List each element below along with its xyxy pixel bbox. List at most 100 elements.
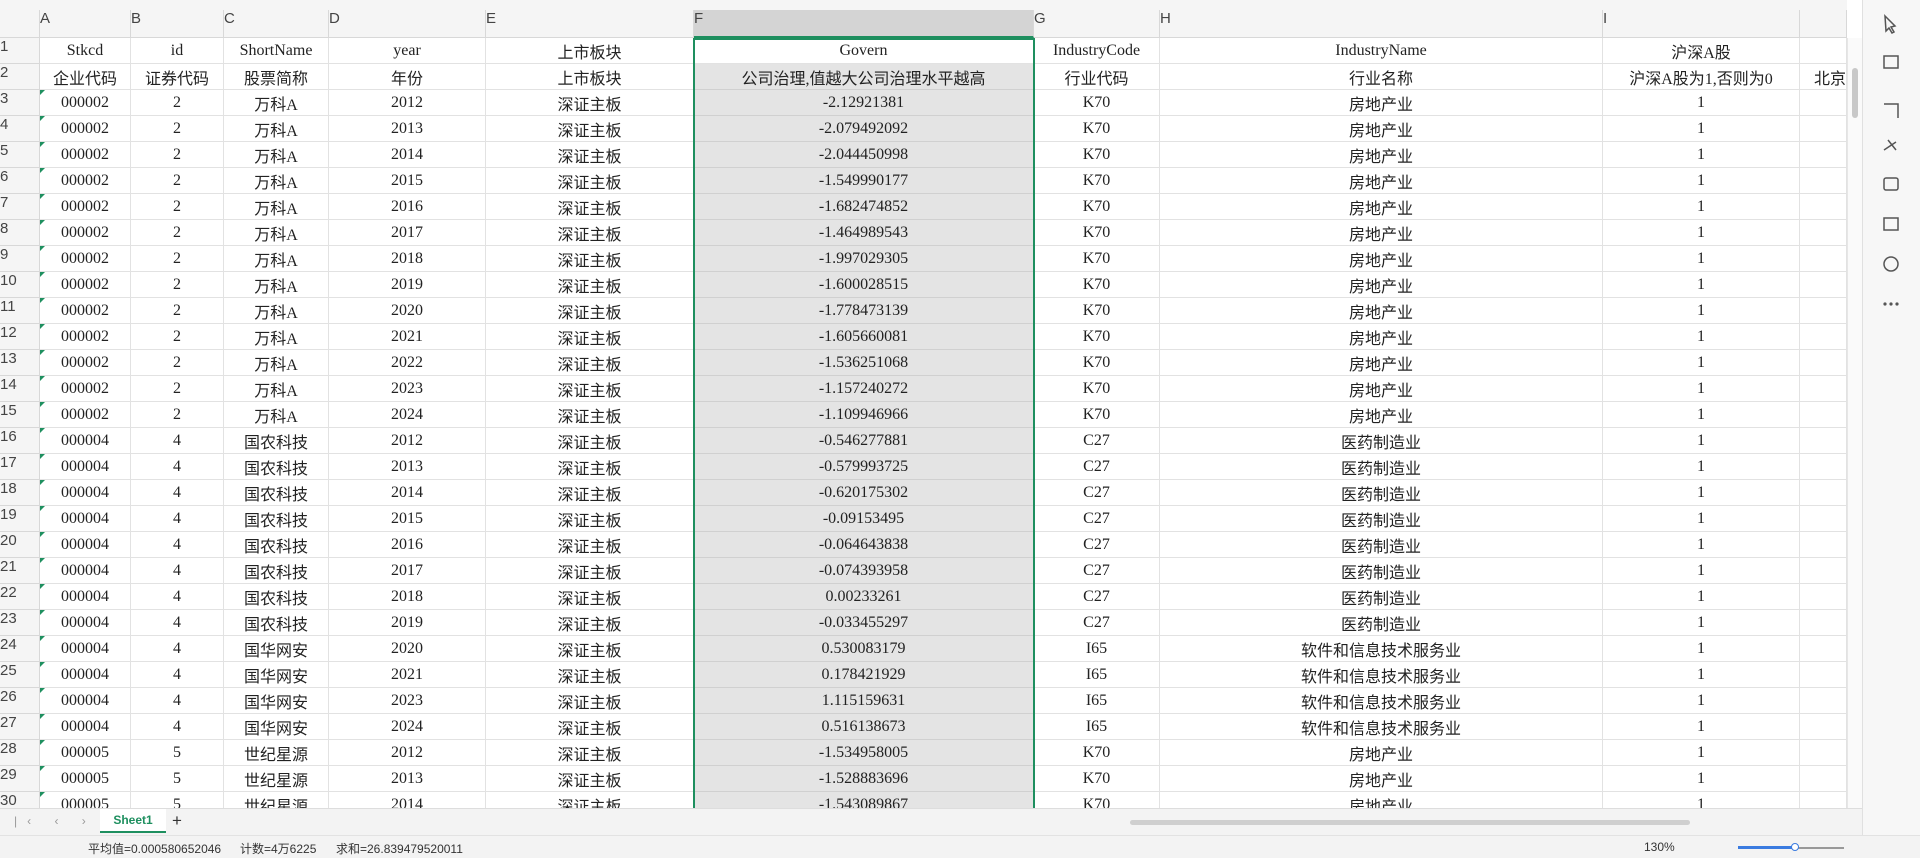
cell: 2023 — [329, 376, 486, 402]
cell: 企业代码 — [40, 64, 131, 90]
cell: 深证主板 — [486, 480, 694, 506]
cell: 2015 — [329, 168, 486, 194]
cell: 深证主板 — [486, 506, 694, 532]
cell: 深证主板 — [486, 402, 694, 428]
cell: 深证主板 — [486, 90, 694, 116]
cell — [1800, 272, 1847, 298]
cell: 房地产业 — [1160, 792, 1603, 808]
vertical-scrollbar[interactable] — [1847, 38, 1862, 808]
cell: 4 — [131, 480, 224, 506]
text-number-flag — [40, 402, 45, 407]
text-number-flag — [40, 220, 45, 225]
chart-icon[interactable] — [1883, 177, 1899, 191]
cell: id — [131, 38, 224, 64]
cell: 000004 — [40, 688, 131, 714]
row-header: 7 — [0, 194, 40, 220]
cell: 0.178421929 — [694, 662, 1034, 688]
shape-icon[interactable] — [1883, 55, 1899, 69]
cell: 000005 — [40, 792, 131, 808]
cell: 深证主板 — [486, 350, 694, 376]
cell: 深证主板 — [486, 246, 694, 272]
cell: -1.543089867 — [694, 792, 1034, 808]
cell: 1 — [1603, 428, 1800, 454]
cell: 国农科技 — [224, 428, 329, 454]
cell: 年份 — [329, 64, 486, 90]
column-header: G — [1034, 10, 1160, 38]
cell — [1800, 38, 1847, 64]
cell: K70 — [1034, 272, 1160, 298]
cell: 房地产业 — [1160, 766, 1603, 792]
horizontal-scroll-thumb[interactable] — [1130, 820, 1690, 825]
row-header: 25 — [0, 662, 40, 688]
cell — [1800, 194, 1847, 220]
text-number-flag — [40, 324, 45, 329]
scroll-thumb[interactable] — [1852, 68, 1858, 118]
text-number-flag — [40, 688, 45, 693]
add-sheet[interactable]: + — [172, 811, 182, 830]
cell: K70 — [1034, 246, 1160, 272]
cell: 1 — [1603, 324, 1800, 350]
zoom-knob[interactable] — [1791, 843, 1799, 851]
cell: 医药制造业 — [1160, 532, 1603, 558]
cell: 2014 — [329, 792, 486, 808]
cell: 国农科技 — [224, 454, 329, 480]
column-header: A — [40, 10, 131, 38]
row-header: 1 — [0, 38, 40, 64]
text-number-flag — [40, 350, 45, 355]
cell: 1 — [1603, 220, 1800, 246]
select-icon[interactable] — [1884, 14, 1897, 34]
cell: 000002 — [40, 376, 131, 402]
text-number-flag — [40, 766, 45, 771]
text-number-flag — [40, 168, 45, 173]
sheet-tab[interactable]: Sheet1 — [100, 809, 166, 833]
cell: 2 — [131, 298, 224, 324]
cell — [1800, 740, 1847, 766]
cell: 1 — [1603, 116, 1800, 142]
book-icon[interactable] — [1883, 217, 1899, 231]
cell: 1 — [1603, 376, 1800, 402]
cell: 国农科技 — [224, 480, 329, 506]
cell: 房地产业 — [1160, 246, 1603, 272]
text-number-flag — [40, 792, 45, 797]
cell: 上市板块 — [486, 64, 694, 90]
cell: 1 — [1603, 246, 1800, 272]
right-sidebar — [1862, 0, 1920, 835]
tab-nav[interactable]: |‹ ‹ › ›| — [14, 814, 137, 828]
column-header: H — [1160, 10, 1603, 38]
cell: -2.044450998 — [694, 142, 1034, 168]
cell: -0.033455297 — [694, 610, 1034, 636]
cell: 万科A — [224, 220, 329, 246]
cell: 深证主板 — [486, 298, 694, 324]
cell: 万科A — [224, 324, 329, 350]
cell: 2024 — [329, 714, 486, 740]
cell: 房地产业 — [1160, 324, 1603, 350]
cell: 0.530083179 — [694, 636, 1034, 662]
sheet-tab-bar: |‹ ‹ › ›| Sheet1 + — [0, 808, 1862, 835]
row-header: 11 — [0, 298, 40, 324]
cell: 1 — [1603, 350, 1800, 376]
cell: K70 — [1034, 792, 1160, 808]
cell: 医药制造业 — [1160, 480, 1603, 506]
cell: 1 — [1603, 740, 1800, 766]
cell: 沪深A股 — [1603, 38, 1800, 64]
crop-icon[interactable] — [1884, 103, 1899, 118]
cell: 2 — [131, 90, 224, 116]
select-all — [0, 10, 40, 38]
cell: 2 — [131, 402, 224, 428]
help-icon[interactable] — [1883, 256, 1899, 272]
cell: 000002 — [40, 298, 131, 324]
row-header: 29 — [0, 766, 40, 792]
cell: 房地产业 — [1160, 298, 1603, 324]
cell: -1.157240272 — [694, 376, 1034, 402]
tools-icon[interactable] — [1883, 139, 1897, 151]
zoom-slider-fill — [1738, 846, 1794, 849]
cell: 1 — [1603, 610, 1800, 636]
cell: 2 — [131, 350, 224, 376]
cell: 4 — [131, 558, 224, 584]
cell: 2019 — [329, 610, 486, 636]
cell: 房地产业 — [1160, 272, 1603, 298]
cell: 万科A — [224, 168, 329, 194]
zoom-level[interactable]: 130% — [1644, 840, 1675, 854]
cell: 4 — [131, 532, 224, 558]
row-header: 15 — [0, 402, 40, 428]
